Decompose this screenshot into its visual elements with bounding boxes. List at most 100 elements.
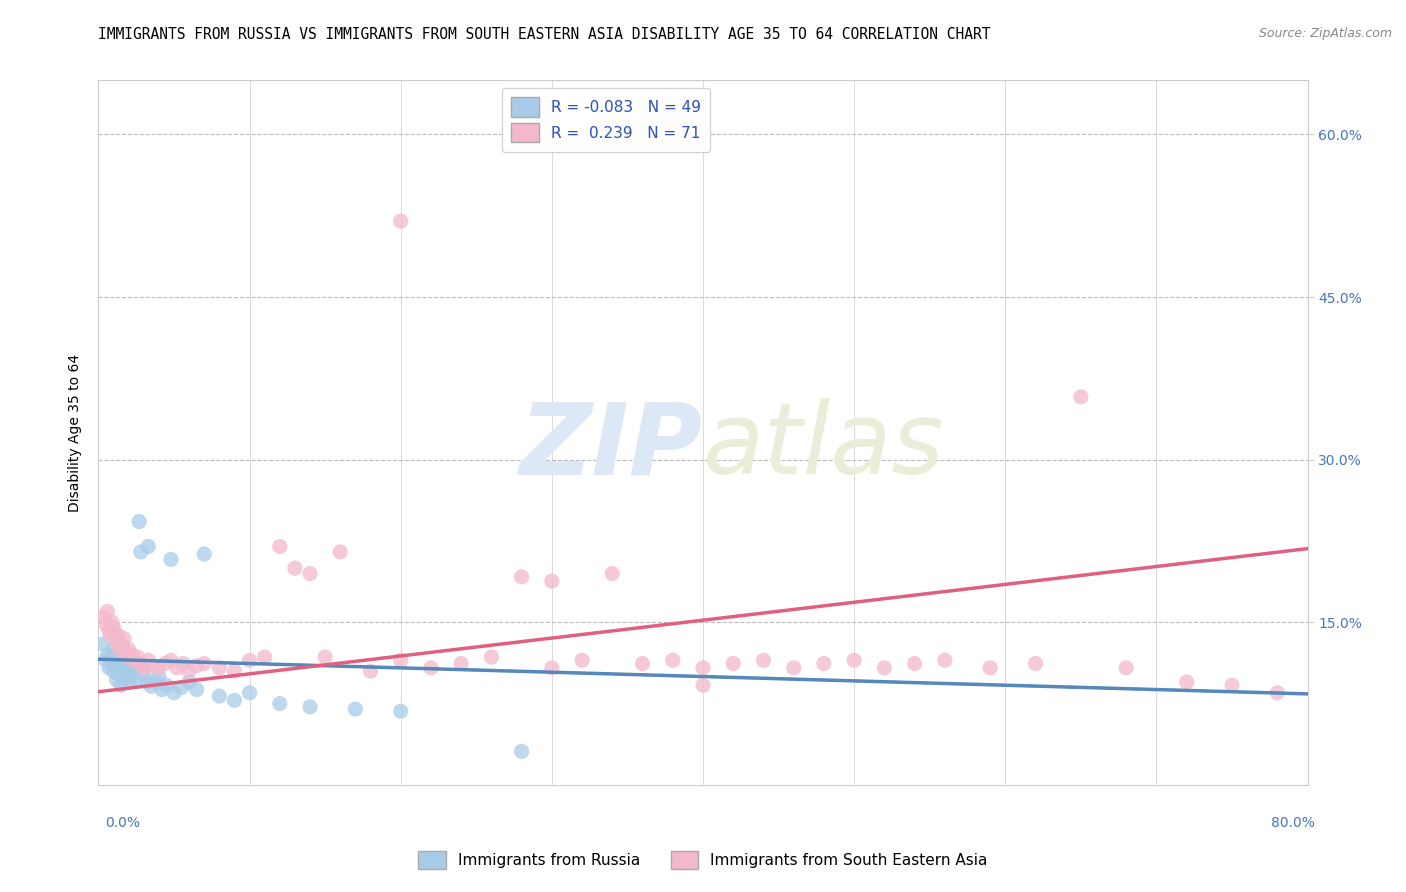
Point: [93, 610, 115, 624]
Point: [540, 574, 562, 589]
Point: [934, 653, 956, 667]
Point: [111, 639, 134, 653]
Point: [115, 650, 138, 665]
Y-axis label: Disability Age 35 to 64: Disability Age 35 to 64: [69, 353, 83, 512]
Point: [124, 657, 146, 671]
Point: [142, 658, 165, 673]
Point: [389, 653, 412, 667]
Point: [124, 653, 146, 667]
Point: [104, 626, 127, 640]
Point: [136, 653, 159, 667]
Point: [96, 605, 118, 619]
Point: [115, 658, 138, 673]
Point: [186, 682, 208, 697]
Point: [110, 678, 132, 692]
Point: [239, 686, 262, 700]
Point: [389, 214, 412, 228]
Point: [105, 635, 128, 649]
Text: ZIP: ZIP: [520, 398, 703, 495]
Point: [122, 662, 145, 676]
Point: [1175, 675, 1198, 690]
Text: 80.0%: 80.0%: [1271, 816, 1315, 830]
Point: [481, 650, 503, 665]
Point: [329, 545, 352, 559]
Point: [904, 657, 927, 671]
Point: [723, 657, 745, 671]
Point: [112, 672, 135, 686]
Point: [125, 672, 148, 686]
Point: [172, 657, 194, 671]
Point: [110, 637, 132, 651]
Point: [96, 648, 118, 662]
Point: [105, 658, 128, 673]
Point: [127, 650, 149, 665]
Point: [661, 653, 683, 667]
Point: [284, 561, 307, 575]
Point: [121, 666, 143, 681]
Legend: Immigrants from Russia, Immigrants from South Eastern Asia: Immigrants from Russia, Immigrants from …: [412, 845, 994, 875]
Point: [128, 515, 150, 529]
Point: [344, 702, 367, 716]
Point: [91, 637, 114, 651]
Point: [269, 540, 291, 554]
Point: [224, 693, 246, 707]
Point: [145, 675, 167, 690]
Point: [153, 657, 176, 671]
Point: [114, 646, 136, 660]
Point: [148, 669, 170, 683]
Point: [389, 704, 412, 718]
Point: [844, 653, 866, 667]
Point: [110, 661, 132, 675]
Point: [783, 661, 806, 675]
Point: [813, 657, 835, 671]
Point: [148, 661, 170, 675]
Text: atlas: atlas: [703, 398, 945, 495]
Text: Source: ZipAtlas.com: Source: ZipAtlas.com: [1258, 27, 1392, 40]
Point: [269, 697, 291, 711]
Point: [100, 628, 122, 642]
Point: [129, 545, 152, 559]
Text: IMMIGRANTS FROM RUSSIA VS IMMIGRANTS FROM SOUTH EASTERN ASIA DISABILITY AGE 35 T: IMMIGRANTS FROM RUSSIA VS IMMIGRANTS FRO…: [98, 27, 991, 42]
Point: [150, 682, 173, 697]
Point: [155, 678, 177, 692]
Point: [1070, 390, 1092, 404]
Point: [170, 681, 193, 695]
Point: [135, 675, 157, 690]
Point: [108, 642, 131, 657]
Point: [104, 650, 127, 665]
Point: [107, 628, 129, 642]
Point: [108, 653, 131, 667]
Point: [602, 566, 624, 581]
Point: [360, 664, 382, 678]
Point: [510, 744, 533, 758]
Point: [450, 657, 472, 671]
Point: [692, 661, 714, 675]
Point: [179, 675, 201, 690]
Point: [120, 675, 142, 690]
Point: [873, 661, 896, 675]
Point: [692, 678, 714, 692]
Legend: R = -0.083   N = 49, R =  0.239   N = 71: R = -0.083 N = 49, R = 0.239 N = 71: [502, 88, 710, 152]
Point: [540, 661, 562, 675]
Point: [1024, 657, 1046, 671]
Point: [208, 661, 231, 675]
Point: [179, 664, 201, 678]
Point: [98, 661, 121, 675]
Point: [112, 632, 135, 646]
Point: [166, 661, 188, 675]
Point: [186, 658, 208, 673]
Point: [420, 661, 443, 675]
Point: [94, 617, 117, 632]
Point: [132, 661, 155, 675]
Point: [94, 653, 117, 667]
Point: [510, 570, 533, 584]
Point: [121, 648, 143, 662]
Point: [98, 624, 121, 638]
Point: [163, 686, 186, 700]
Point: [118, 642, 141, 657]
Point: [1220, 678, 1243, 692]
Point: [129, 657, 152, 671]
Point: [299, 566, 322, 581]
Point: [160, 653, 183, 667]
Point: [141, 679, 163, 693]
